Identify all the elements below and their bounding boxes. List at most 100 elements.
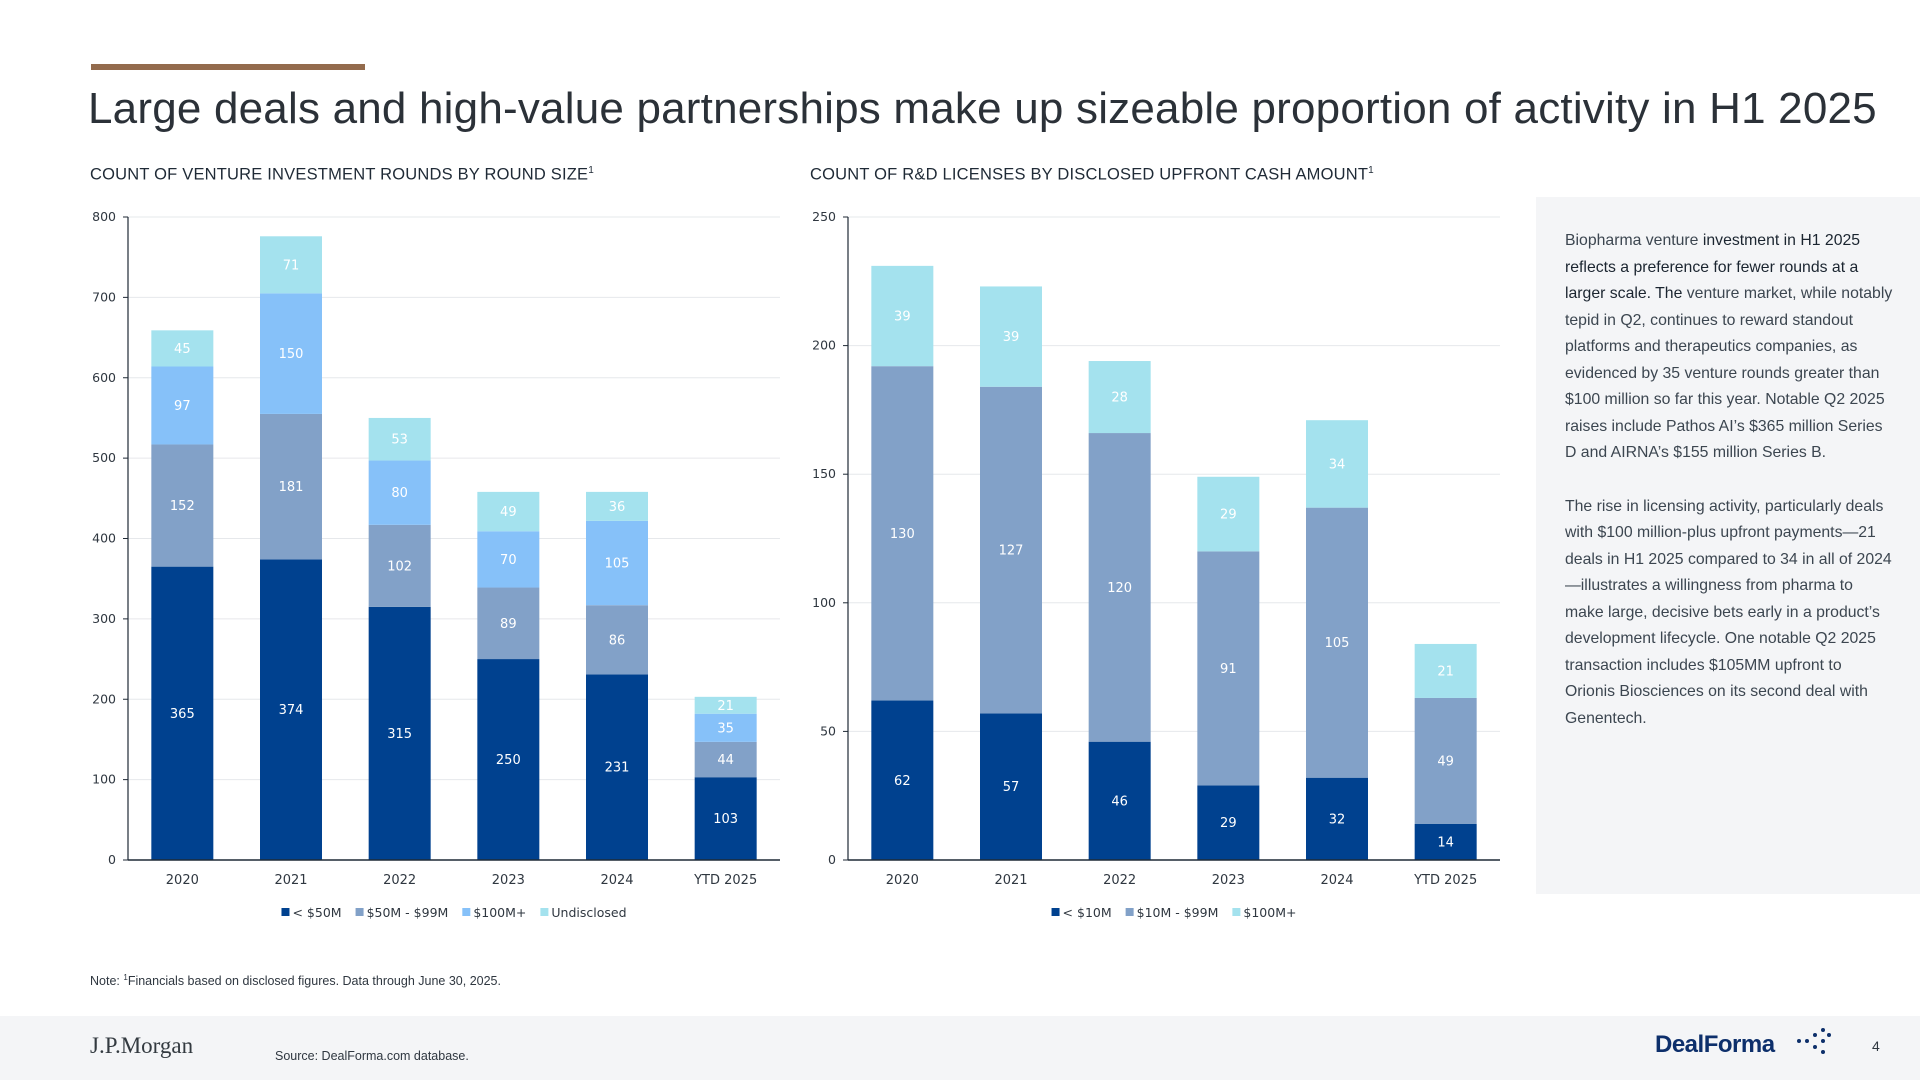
data-label: 91 — [1220, 662, 1237, 677]
data-label: 152 — [170, 499, 195, 514]
data-label: 45 — [174, 342, 191, 357]
data-label: 49 — [500, 505, 517, 520]
bar-segment — [368, 417, 431, 461]
chart-1-title-sup: 1 — [588, 165, 595, 176]
chart-1-title-text: COUNT OF VENTURE INVESTMENT ROUNDS BY RO… — [90, 165, 589, 184]
bar-segment — [694, 713, 757, 742]
bar-segment — [1197, 551, 1260, 786]
data-label: 28 — [1111, 391, 1128, 406]
bar-segment — [586, 674, 648, 860]
bar-segment — [694, 696, 757, 714]
data-label: 36 — [609, 500, 626, 515]
y-tick-label: 500 — [92, 450, 116, 465]
rd-licenses-chart: 0 50 100 150 200 250 62 130 39 2020 57 127 39 2021 46 1… — [812, 209, 1500, 920]
bar-segment — [1088, 361, 1151, 434]
legend-label: < $50M — [292, 905, 341, 920]
footnote: Note: 1Financials based on disclosed fig… — [90, 973, 501, 988]
legend: < $50M $50M - $99M $100M+ Undisclosed — [281, 905, 627, 920]
data-label: 14 — [1437, 835, 1454, 850]
bar-segment — [477, 531, 540, 588]
footnote-text: Financials based on disclosed figures. D… — [127, 974, 501, 989]
data-label: 365 — [170, 707, 195, 722]
data-label: 49 — [1437, 754, 1454, 769]
bar-segment — [1197, 785, 1260, 860]
y-tick-label: 200 — [92, 691, 116, 706]
bar-segment — [368, 606, 431, 860]
bar-segment — [477, 659, 540, 860]
legend-swatch — [281, 908, 290, 916]
legend-swatch — [1051, 908, 1060, 916]
legend-swatch — [540, 908, 549, 916]
chart-2-title-sup: 1 — [1368, 165, 1374, 176]
legend-label: $100M+ — [473, 905, 526, 920]
data-label: 105 — [605, 557, 630, 572]
data-label: 29 — [1220, 816, 1237, 831]
data-label: 105 — [1325, 636, 1350, 651]
data-label: 231 — [605, 761, 630, 776]
bar-segment — [1414, 643, 1477, 698]
bar-segment — [151, 366, 214, 445]
legend-label: Undisclosed — [551, 905, 626, 920]
data-label: 150 — [279, 347, 304, 362]
x-tick-label: 2021 — [994, 873, 1027, 888]
y-tick-label: 50 — [820, 723, 836, 738]
data-label: 181 — [279, 480, 304, 495]
source-text: Source: DealForma.com database. — [275, 1049, 469, 1063]
bar-segment — [1306, 420, 1368, 508]
legend-swatch — [1232, 908, 1241, 916]
data-label: 32 — [1329, 812, 1346, 827]
bar-segment — [694, 741, 757, 778]
legend: < $10M $10M - $99M $100M+ — [1051, 905, 1296, 920]
x-tick-label: 2020 — [886, 873, 919, 888]
bar-segment — [260, 236, 322, 294]
commentary-p1-b: investment in H1 2025 reflects a prefere… — [1565, 232, 1861, 302]
venture-rounds-chart: 0 100 200 300 400 500 600 700 800 365 152 97 45 2020 3… — [92, 209, 780, 920]
data-label: 21 — [1437, 664, 1454, 679]
bar-segment — [1088, 741, 1151, 860]
dealforma-logo: DealForma — [1655, 1031, 1775, 1058]
data-label: 250 — [496, 753, 521, 768]
data-label: 39 — [1003, 330, 1020, 345]
commentary-paragraph-2: The rise in licensing activity, particul… — [1565, 497, 1892, 727]
bar-segment — [260, 293, 322, 414]
legend-label: $10M - $99M — [1137, 905, 1219, 920]
bar-segment — [260, 559, 322, 860]
y-tick-label: 400 — [92, 531, 116, 546]
bar-segment — [151, 330, 214, 367]
page-title: Large deals and high-value partnerships … — [88, 84, 1877, 133]
x-tick-label: 2022 — [383, 873, 416, 888]
data-label: 70 — [500, 553, 517, 568]
y-tick-label: 0 — [108, 852, 116, 867]
data-label: 34 — [1329, 457, 1346, 472]
data-label: 44 — [717, 753, 734, 768]
data-label: 374 — [279, 703, 304, 718]
y-tick-label: 100 — [92, 772, 116, 787]
data-label: 315 — [387, 727, 412, 742]
bar-segment — [151, 566, 214, 860]
data-label: 21 — [717, 699, 734, 714]
bar-segment — [871, 265, 934, 367]
bar-segment — [871, 366, 934, 701]
chart-1-title: COUNT OF VENTURE INVESTMENT ROUNDS BY RO… — [90, 165, 594, 185]
bar-segment — [1197, 476, 1260, 552]
bar-segment — [1306, 507, 1368, 778]
bar-segment — [1306, 777, 1368, 860]
y-tick-label: 100 — [812, 595, 836, 610]
legend-swatch — [462, 908, 471, 916]
bar-segment — [477, 587, 540, 660]
x-tick-label: YTD 2025 — [1413, 873, 1477, 888]
data-label: 53 — [391, 433, 408, 448]
x-tick-label: 2021 — [274, 873, 307, 888]
bar-segment — [1414, 823, 1477, 860]
x-tick-label: 2024 — [1320, 873, 1353, 888]
legend-swatch — [355, 908, 364, 916]
bar-segment — [477, 491, 540, 532]
data-label: 86 — [609, 633, 626, 648]
chart-2-title-text: COUNT OF R&D LICENSES BY DISCLOSED UPFRO… — [810, 165, 1369, 184]
data-label: 97 — [174, 399, 191, 414]
y-tick-label: 200 — [812, 338, 836, 353]
data-label: 89 — [500, 617, 517, 632]
data-label: 46 — [1111, 794, 1128, 809]
data-label: 62 — [894, 774, 911, 789]
data-label: 130 — [890, 527, 915, 542]
